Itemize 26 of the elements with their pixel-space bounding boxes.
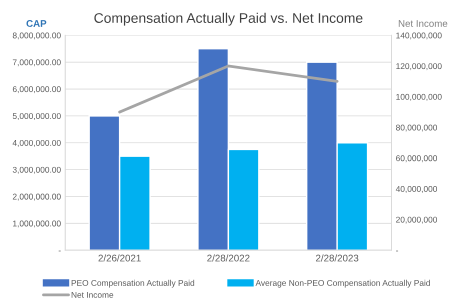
- y-tick-label: -: [58, 250, 61, 252]
- x-tick-label: 2/26/2021: [98, 254, 141, 262]
- x-tick-label: 2/28/2023: [316, 254, 358, 262]
- chart-title: Compensation Actually Paid vs. Net Income: [94, 12, 362, 26]
- y-tick-label: 1,000,000.00: [13, 220, 61, 228]
- y-tick-label: 5,000,000.00: [12, 113, 61, 120]
- x-tick-label: 2/28/2022: [207, 254, 250, 262]
- legend-label: Net Income: [72, 292, 114, 298]
- y-tick-label: 4,000,000.00: [12, 140, 61, 147]
- y-tick-label: 7,000,000.00: [12, 59, 61, 66]
- y2-tick-label: 40,000,000: [396, 186, 438, 193]
- y2-tick-label: 20,000,000: [396, 216, 438, 224]
- y2-tick-label: 120,000,000: [396, 63, 442, 70]
- y-tick-label: 8,000,000.00: [12, 32, 61, 40]
- y2-tick-label: 140,000,000: [396, 32, 442, 40]
- y2-tick-label: -: [396, 250, 398, 252]
- legend-label: Average Non-PEO Compensation Actually Paid: [256, 280, 430, 288]
- y2-tick-label: 80,000,000: [396, 124, 438, 132]
- y-tick-label: 2,000,000.00: [12, 194, 61, 201]
- y-axis-title: CAP: [26, 20, 46, 27]
- y-tick-label: 6,000,000.00: [12, 86, 61, 94]
- y2-tick-label: 60,000,000: [396, 155, 438, 162]
- y-tick-label: 3,000,000.00: [12, 166, 61, 174]
- y2-tick-label: 100,000,000: [396, 94, 442, 101]
- y2-axis-title: Net Income: [398, 20, 448, 27]
- legend-label: PEO Compensation Actually Paid: [72, 280, 194, 288]
